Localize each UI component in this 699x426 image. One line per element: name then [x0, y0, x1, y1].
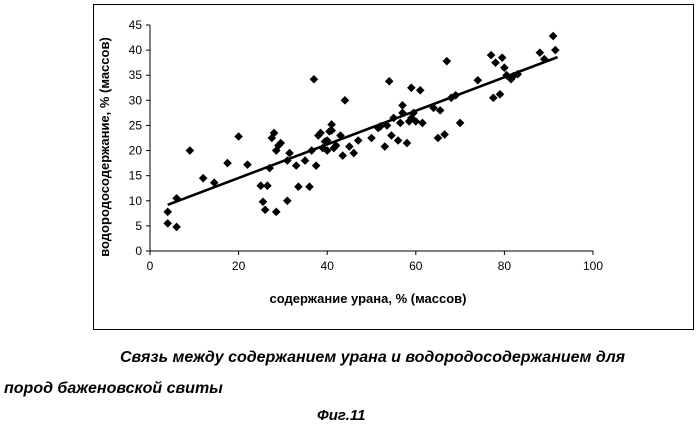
- x-axis-title: содержание урана, % (массов): [270, 291, 467, 306]
- data-point: [259, 197, 268, 206]
- y-tick-label: 45: [129, 18, 143, 32]
- y-tick-label: 15: [129, 169, 143, 183]
- data-point: [186, 146, 195, 155]
- y-tick-label: 20: [129, 144, 143, 158]
- y-tick-label: 10: [129, 194, 143, 208]
- data-point: [283, 196, 292, 205]
- data-point: [163, 219, 172, 228]
- y-tick-label: 35: [129, 68, 143, 82]
- data-point: [456, 119, 465, 128]
- data-point: [396, 119, 405, 128]
- scatter-chart: 0 5 10 15 20 25 30 35 40 45 0 20 40 60 80 100 содержани…: [94, 5, 695, 331]
- data-point: [474, 76, 483, 85]
- data-point: [549, 32, 558, 41]
- data-point: [385, 77, 394, 86]
- data-point: [223, 159, 232, 168]
- data-point: [498, 53, 507, 62]
- data-point: [416, 86, 425, 95]
- data-point: [387, 131, 396, 140]
- figure-number: Фиг.11: [317, 407, 365, 424]
- trendline: [168, 57, 558, 205]
- data-point: [261, 206, 270, 215]
- figure-caption-line2: пород баженовской свиты: [4, 380, 223, 398]
- trendline-layer: [168, 57, 558, 205]
- y-tick-label: 30: [129, 93, 143, 107]
- x-tick-label: 100: [583, 259, 603, 273]
- data-point: [354, 136, 363, 145]
- y-tick-label: 40: [129, 43, 143, 57]
- data-point: [199, 174, 208, 183]
- data-point: [272, 208, 281, 217]
- data-point: [172, 223, 181, 232]
- data-point: [500, 63, 509, 72]
- data-point: [305, 182, 314, 191]
- y-tick-label: 5: [135, 219, 142, 233]
- chart-frame: 0 5 10 15 20 25 30 35 40 45 0 20 40 60 80 100 содержани…: [93, 4, 694, 330]
- figure-caption-line1: Связь между содержанием урана и водородо…: [120, 349, 625, 367]
- y-tick-label: 0: [135, 244, 142, 258]
- data-point: [163, 208, 172, 217]
- data-point: [341, 96, 350, 105]
- data-point: [367, 134, 376, 143]
- data-point: [294, 182, 303, 191]
- data-point: [310, 75, 319, 84]
- data-point: [338, 151, 347, 160]
- data-point: [398, 101, 407, 110]
- y-tick-label: 25: [129, 118, 143, 132]
- data-point: [301, 156, 310, 165]
- data-point: [418, 119, 427, 128]
- data-point: [345, 142, 354, 151]
- data-point: [312, 161, 321, 170]
- data-point: [491, 58, 500, 67]
- axes: 0 5 10 15 20 25 30 35 40 45 0 20 40 60 80 100: [129, 18, 604, 273]
- data-point: [263, 181, 272, 190]
- data-point: [292, 161, 301, 170]
- data-point: [394, 136, 403, 145]
- x-tick-label: 20: [232, 259, 246, 273]
- data-point: [407, 83, 416, 92]
- data-point: [551, 46, 560, 55]
- data-point: [487, 51, 496, 60]
- data-point: [243, 160, 252, 169]
- x-tick-label: 80: [498, 259, 512, 273]
- x-tick-label: 60: [409, 259, 423, 273]
- data-point: [285, 149, 294, 158]
- data-point: [234, 132, 243, 141]
- y-axis-title: водородосодержание, % (массов): [97, 37, 112, 257]
- data-point: [380, 142, 389, 151]
- data-point: [536, 48, 545, 57]
- data-point: [349, 149, 358, 158]
- x-tick-label: 40: [321, 259, 335, 273]
- x-tick-label: 0: [147, 259, 154, 273]
- data-point: [443, 57, 452, 66]
- data-point: [403, 139, 412, 148]
